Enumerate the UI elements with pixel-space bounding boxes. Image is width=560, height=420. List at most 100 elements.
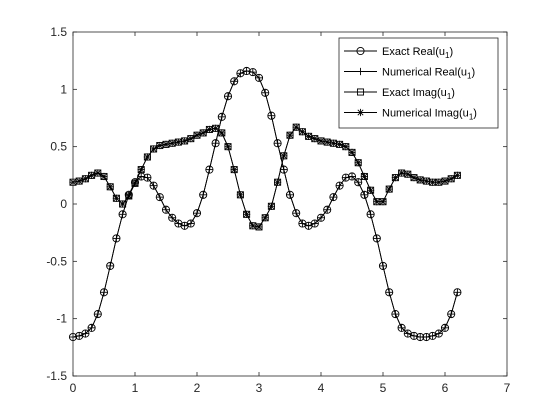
data-point	[305, 222, 313, 230]
marker-asterisk-d2	[224, 143, 232, 150]
data-point	[267, 202, 275, 210]
marker-asterisk-d2	[441, 178, 449, 185]
y-tick-label: 1	[60, 82, 67, 96]
data-point	[261, 214, 269, 222]
data-point	[212, 139, 220, 147]
legend-marker	[356, 67, 365, 76]
marker-asterisk-d2	[268, 203, 275, 210]
marker-asterisk-d2	[169, 140, 176, 147]
data-point	[137, 172, 145, 181]
data-point	[193, 209, 201, 217]
x-tick-label: 3	[256, 381, 263, 395]
marker-asterisk-d2	[404, 171, 411, 178]
data-point	[261, 89, 269, 97]
data-point	[88, 171, 96, 179]
data-point	[193, 131, 201, 139]
data-point	[125, 192, 133, 200]
marker-asterisk-d2	[200, 129, 207, 136]
data-point	[360, 172, 368, 181]
marker-asterisk-d2	[88, 172, 95, 179]
data-point	[410, 332, 418, 340]
marker-asterisk-d2	[187, 135, 194, 142]
marker-asterisk-d2	[131, 180, 139, 187]
legend-marker	[356, 46, 365, 56]
data-point	[150, 145, 158, 153]
data-point	[354, 178, 362, 186]
data-point	[81, 175, 89, 183]
data-point	[168, 214, 176, 222]
data-point	[280, 166, 288, 174]
marker-asterisk-d2	[305, 133, 312, 140]
legend-label-close: )	[473, 108, 477, 120]
marker-asterisk-d2	[286, 132, 294, 139]
legend-marker	[356, 108, 365, 117]
data-point	[236, 69, 244, 77]
marker-asterisk-d2	[262, 214, 269, 221]
marker-asterisk-d2	[454, 172, 461, 179]
y-tick-label: 1.5	[50, 25, 67, 39]
data-point	[311, 135, 319, 143]
data-point	[410, 174, 418, 182]
data-point	[205, 125, 213, 134]
data-point	[187, 219, 195, 228]
data-point	[249, 222, 257, 230]
data-point	[367, 186, 375, 194]
marker-asterisk-d2	[156, 142, 163, 149]
data-point	[274, 139, 282, 147]
x-tick-label: 2	[194, 381, 201, 395]
y-tick-label: 0	[60, 197, 67, 211]
data-point	[224, 92, 232, 100]
data-point	[199, 129, 207, 137]
marker-asterisk-d2	[138, 166, 145, 173]
data-point	[422, 333, 430, 341]
data-point	[391, 174, 399, 182]
data-point	[342, 143, 350, 151]
data-point	[404, 329, 412, 338]
data-point	[119, 210, 127, 218]
data-point	[156, 141, 164, 150]
y-tick-label: 0.5	[50, 140, 67, 154]
legend-label-main: Numerical Imag(u	[382, 108, 469, 120]
data-point	[168, 139, 176, 147]
data-point	[243, 67, 251, 75]
data-point	[447, 310, 455, 318]
marker-asterisk-d2	[280, 152, 287, 159]
marker-asterisk-d2	[299, 128, 306, 135]
marker-asterisk-d2	[125, 192, 132, 199]
y-tick-label: -1	[56, 312, 67, 326]
x-tick-label: 1	[132, 381, 139, 395]
data-point	[429, 178, 437, 186]
data-point	[199, 191, 207, 199]
marker-asterisk-d2	[82, 175, 89, 182]
data-point	[255, 74, 263, 82]
marker-asterisk-d2	[76, 178, 83, 185]
marker-asterisk-d2	[429, 179, 436, 186]
x-tick-label: 4	[318, 381, 325, 395]
legend-label-close: )	[449, 46, 453, 58]
marker-asterisk-d2	[293, 124, 300, 131]
legend-entry-1: Exact Real(u1)	[344, 46, 453, 60]
marker-asterisk-d2	[410, 174, 418, 181]
legend-box	[338, 37, 499, 129]
data-point	[249, 68, 257, 76]
y-tick-label: -0.5	[46, 254, 67, 268]
data-point	[441, 324, 449, 332]
data-point	[100, 288, 108, 296]
legend-label-main: Exact Real(u	[382, 46, 445, 58]
data-point	[205, 166, 213, 174]
legend-marker	[356, 88, 365, 96]
data-point	[187, 135, 195, 143]
marker-asterisk-d2	[342, 143, 349, 150]
data-point	[422, 177, 430, 185]
marker-asterisk-d2	[317, 137, 325, 144]
data-point	[230, 166, 238, 174]
data-point	[100, 172, 108, 181]
data-point	[286, 191, 294, 199]
data-point	[106, 262, 114, 270]
marker-asterisk-d2	[150, 145, 157, 152]
data-point	[218, 129, 226, 137]
legend-entry-2: Numerical Real(u1)	[344, 67, 475, 81]
data-point	[162, 206, 170, 214]
legend-label: Exact Real(u1)	[382, 46, 453, 60]
